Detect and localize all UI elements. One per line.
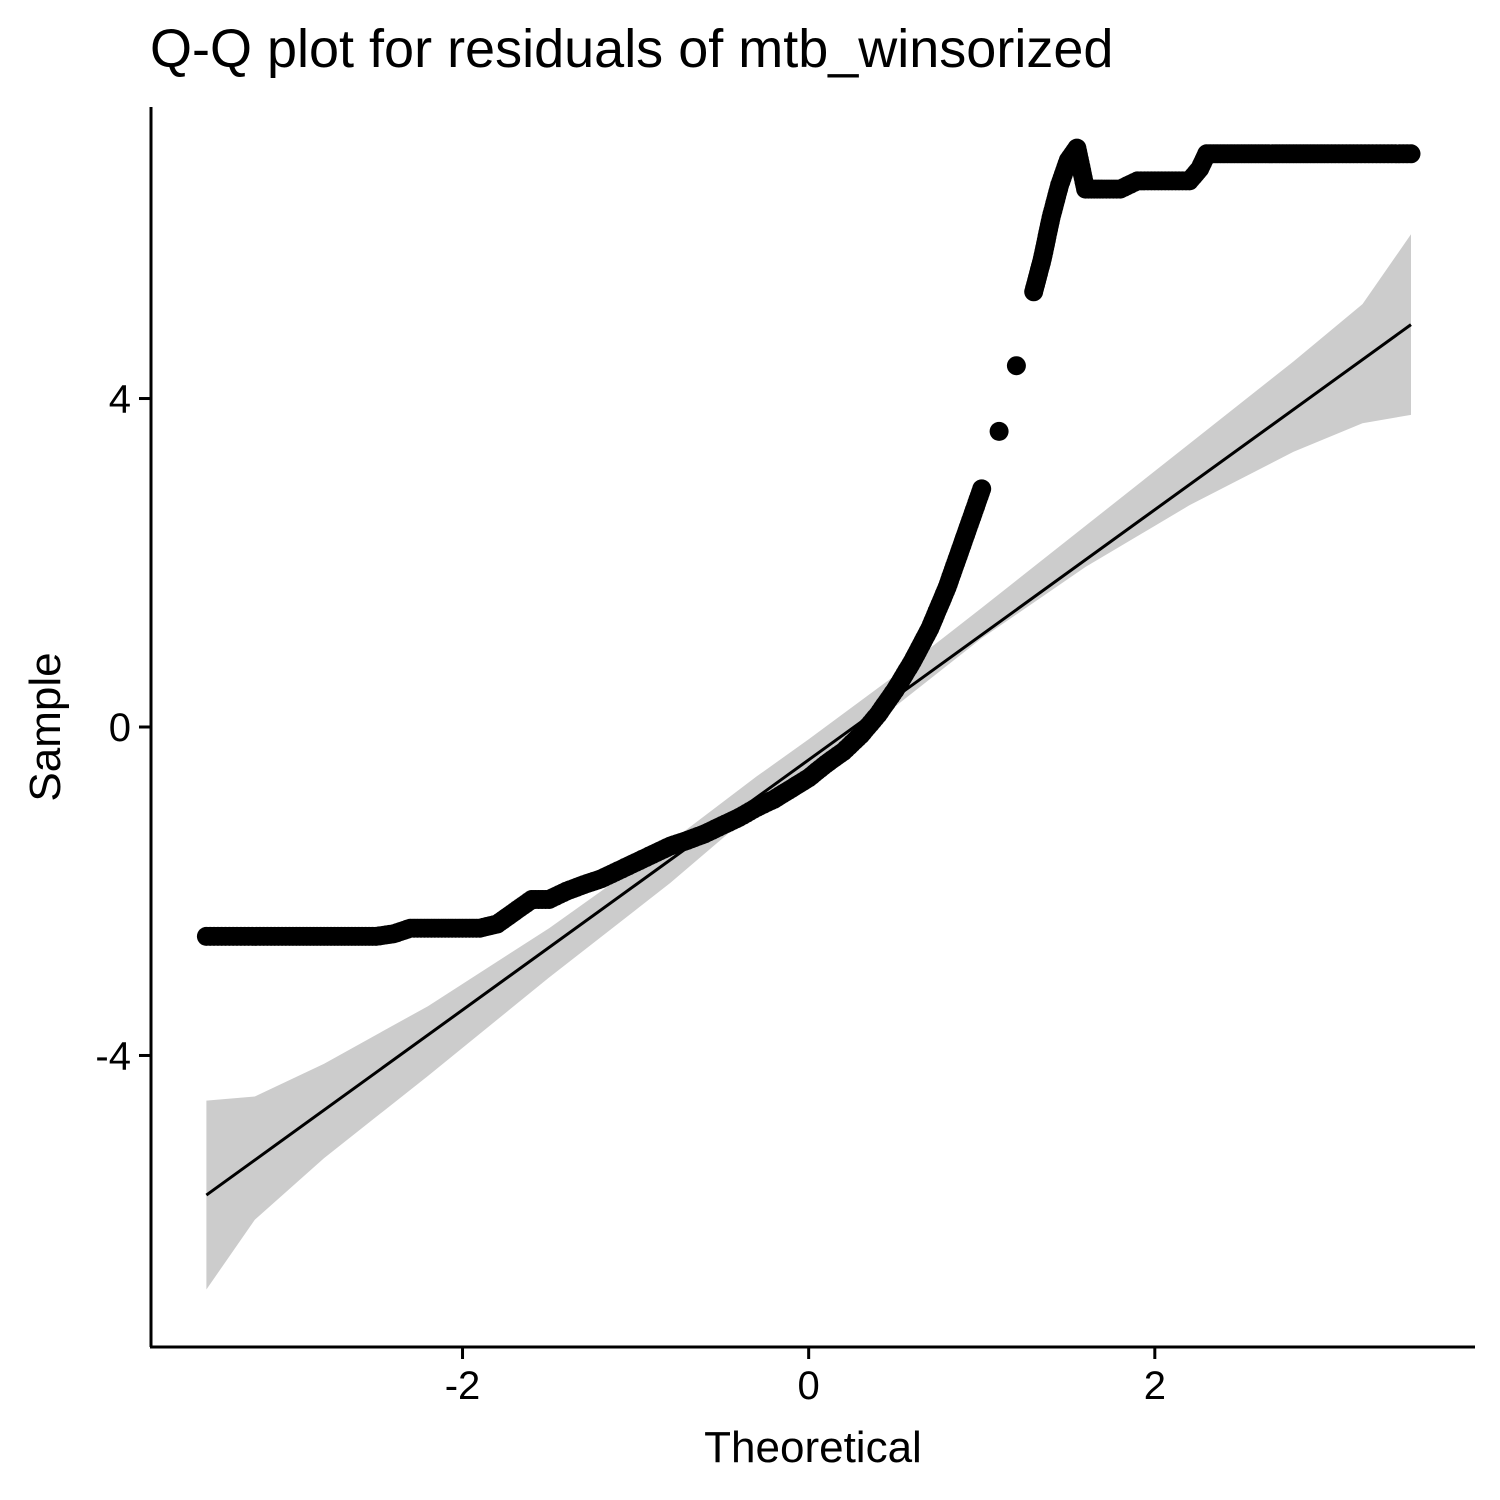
x-axis-title: Theoretical: [704, 1423, 922, 1472]
data-point: [1401, 144, 1421, 164]
data-point: [989, 421, 1009, 441]
reference-line-layer: [205, 323, 1412, 1197]
y-tick-label: 0: [109, 706, 131, 750]
data-point: [1006, 356, 1026, 376]
y-tick-label: -4: [95, 1034, 131, 1078]
x-tick-label: 2: [1144, 1364, 1166, 1408]
ticks: -2 0 2 -4 0 4: [95, 378, 1166, 1408]
data-point: [972, 479, 992, 499]
x-tick-label: 0: [798, 1364, 820, 1408]
confidence-band: [206, 234, 1411, 1290]
sample-points-layer: [196, 138, 1421, 946]
axes: [149, 107, 1475, 1349]
confidence-band-layer: [206, 234, 1411, 1290]
chart-title: Q-Q plot for residuals of mtb_winsorized: [150, 19, 1114, 79]
y-tick-label: 4: [109, 378, 131, 422]
x-tick-label: -2: [445, 1364, 481, 1408]
y-axis-title: Sample: [21, 652, 70, 801]
reference-line: [205, 323, 1412, 1197]
